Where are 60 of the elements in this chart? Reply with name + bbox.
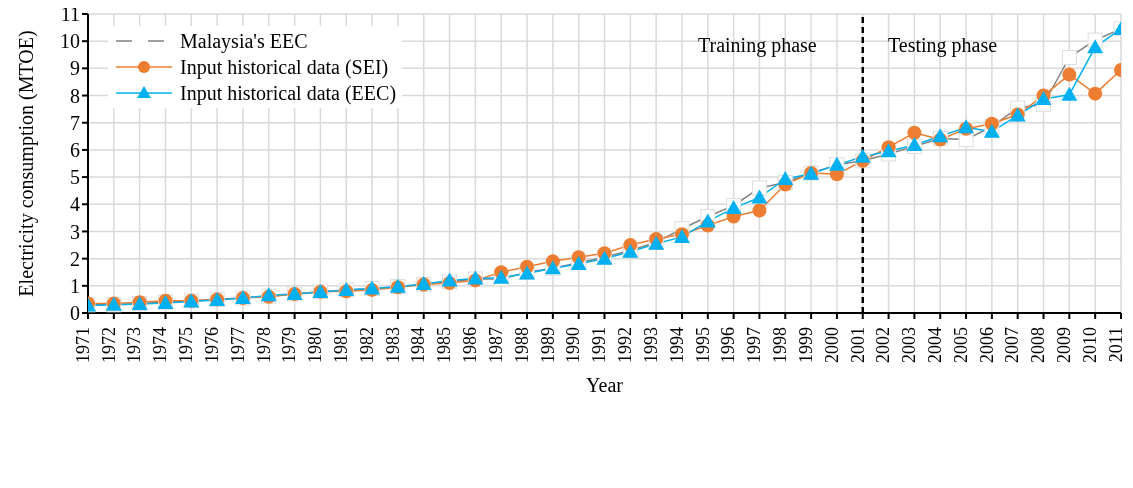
annotation: Testing phase xyxy=(888,34,998,57)
x-tick-label: 1973 xyxy=(124,327,145,363)
x-tick-label: 2007 xyxy=(1002,327,1023,363)
x-tick-label: 1978 xyxy=(253,327,274,363)
x-tick-label: 2002 xyxy=(873,327,894,363)
x-tick-label: 2003 xyxy=(899,327,920,363)
x-tick-label: 1981 xyxy=(331,327,352,363)
x-tick-label: 1982 xyxy=(356,327,377,363)
x-tick-label: 1979 xyxy=(279,327,300,363)
annotation: Training phase xyxy=(698,34,817,57)
y-tick-label: 2 xyxy=(70,247,80,270)
x-tick-label: 1977 xyxy=(227,327,248,363)
x-tick-label: 1996 xyxy=(718,327,739,363)
x-tick-label: 1999 xyxy=(795,327,816,363)
y-tick-label: 10 xyxy=(60,30,80,53)
y-tick-label: 1 xyxy=(70,274,80,297)
x-tick-label: 1994 xyxy=(666,327,687,363)
legend-label: Input historical data (EEC) xyxy=(180,81,397,106)
legend-label: Input historical data (SEI) xyxy=(180,55,389,80)
x-tick-label: 1984 xyxy=(408,327,429,363)
y-tick-label: 11 xyxy=(60,3,80,26)
y-tick-label: 4 xyxy=(70,193,80,216)
x-tick-label: 2008 xyxy=(1028,327,1049,363)
x-tick-label: 1992 xyxy=(615,327,636,363)
x-tick-label: 1985 xyxy=(434,327,455,363)
y-tick-label: 8 xyxy=(70,84,80,107)
x-tick-label: 1990 xyxy=(563,327,584,363)
x-tick-label: 1983 xyxy=(382,327,403,363)
x-axis-title: Year xyxy=(586,374,624,396)
x-tick-label: 1988 xyxy=(511,327,532,363)
x-tick-label: 2006 xyxy=(976,327,997,363)
x-tick-label: 2009 xyxy=(1054,327,1075,363)
x-tick-label: 1991 xyxy=(589,327,610,363)
x-tick-label: 2005 xyxy=(950,327,971,363)
x-tick-label: 2000 xyxy=(821,327,842,363)
x-tick-label: 1972 xyxy=(98,327,119,363)
y-tick-label: 9 xyxy=(70,57,80,80)
y-tick-label: 6 xyxy=(70,139,80,162)
x-tick-label: 1974 xyxy=(150,327,171,363)
x-tick-label: 1971 xyxy=(72,327,93,363)
y-axis-title: Electricity consumption (MTOE) xyxy=(15,30,39,297)
y-tick-label: 0 xyxy=(70,302,80,325)
x-tick-label: 2010 xyxy=(1079,327,1100,363)
legend-label: Malaysia's EEC xyxy=(180,29,308,54)
x-tick-label: 2001 xyxy=(847,327,868,363)
x-tick-label: 1995 xyxy=(692,327,713,363)
y-tick-label: 7 xyxy=(70,111,80,134)
y-tick-label: 5 xyxy=(70,166,80,189)
x-tick-label: 1975 xyxy=(176,327,197,363)
x-tick-label: 1980 xyxy=(305,327,326,363)
x-tick-label: 1986 xyxy=(460,327,481,363)
x-tick-label: 1976 xyxy=(201,327,222,363)
x-tick-label: 1997 xyxy=(744,327,765,363)
x-tick-label: 2004 xyxy=(925,327,946,363)
x-tick-label: 1998 xyxy=(770,327,791,363)
x-tick-label: 1993 xyxy=(640,327,661,363)
y-tick-label: 3 xyxy=(70,220,80,243)
x-tick-label: 1989 xyxy=(537,327,558,363)
x-tick-label: 2011 xyxy=(1105,327,1126,363)
x-tick-label: 1987 xyxy=(485,327,506,363)
